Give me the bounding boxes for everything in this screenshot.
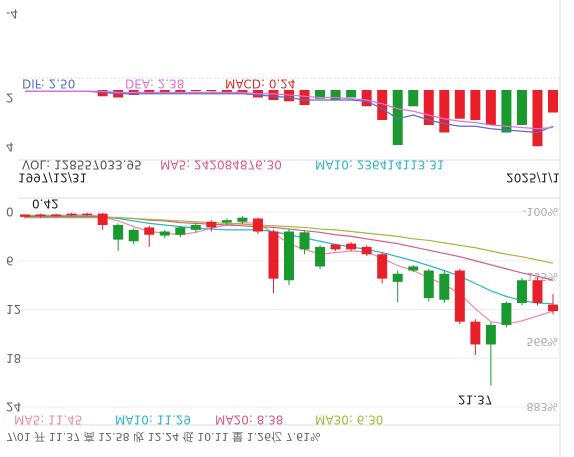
ma20-label: MA20: 8.38 [215, 413, 283, 427]
candle-body [82, 213, 93, 216]
candle-body [128, 229, 139, 242]
candle-body [377, 254, 388, 279]
candle-body [439, 273, 450, 300]
ma30-label: MA30: 6.30 [315, 413, 383, 427]
macd-tick-label: 4 [6, 140, 14, 154]
y-tick-label: 18 [6, 351, 21, 365]
candle-body [532, 280, 543, 303]
candle-body [470, 321, 481, 345]
date-start: 1997/12/31 [18, 171, 87, 185]
macd-bar [144, 90, 155, 94]
candle-body [284, 231, 294, 281]
candle-body [361, 246, 372, 255]
candle-body [346, 243, 357, 250]
candle-body [408, 266, 419, 271]
macd-bar [97, 90, 108, 97]
candle-body [35, 214, 46, 217]
candle-body [175, 227, 186, 235]
ma5-label: MA5: 11.45 [14, 413, 82, 427]
macd-bar [299, 90, 310, 105]
candle-body [268, 231, 279, 279]
high-label: 0.42 [32, 197, 59, 211]
macd-bar [516, 90, 527, 125]
candle-body [423, 270, 434, 299]
candle-body [66, 213, 77, 216]
macd-bar [346, 90, 357, 98]
candle-body [315, 246, 326, 267]
macd-line [25, 90, 554, 130]
candle-body [221, 220, 232, 223]
candle-body [190, 225, 201, 230]
right-tick-label: 566% [527, 335, 558, 348]
macd-bar [501, 90, 512, 133]
macd-bar [439, 90, 450, 133]
macd-bar [206, 90, 217, 92]
macd-bar [470, 90, 481, 120]
macd-bar [377, 90, 388, 120]
candle-body [392, 273, 403, 282]
candle-body [485, 324, 496, 345]
macd-tick-label: 2 [6, 91, 14, 105]
low-label: 21.37 [458, 393, 492, 407]
macd-bar [485, 90, 496, 125]
candle-body [113, 225, 124, 240]
date-end: 2025/1/1 [506, 171, 560, 185]
macd-bar [175, 90, 186, 93]
candle-body [548, 304, 558, 312]
macd-bar [284, 90, 294, 102]
macd-bar [392, 90, 403, 145]
y-tick-label: 0 [6, 205, 14, 219]
macd-bar [159, 90, 170, 93]
candle-body [516, 280, 527, 303]
vol-ma5-label: MA5: 242084876.30 [160, 158, 282, 172]
candle-body [252, 218, 263, 232]
candle-body [206, 221, 217, 228]
candle-body [501, 303, 512, 325]
dea-label: DEA: 2.38 [125, 77, 184, 91]
candle-body [159, 231, 170, 236]
right-tick-label: 883% [527, 400, 558, 413]
dif-label: DIF: 2.50 [22, 77, 75, 91]
macd-bar [190, 90, 201, 92]
vol-ma10-label: MA10: 236414113.31 [315, 158, 445, 172]
info-line: 7/01 开 11.37 高 12.58 收 12.24 低 10.11 量 1… [6, 430, 321, 444]
candle-body [237, 217, 248, 222]
right-tick-label: -100% [523, 205, 558, 218]
macd-bar [548, 90, 558, 113]
candle-body [454, 270, 465, 322]
macd-line [25, 90, 554, 134]
ma-line [25, 217, 554, 264]
macd-bar [454, 90, 465, 119]
macd-bar [221, 90, 232, 93]
y-tick-label: 12 [6, 302, 21, 316]
macd-bar [423, 90, 434, 125]
macd-bar [237, 90, 248, 93]
vol-label: VOL: 128557033.95 [22, 158, 142, 172]
y-tick-label: 24 [6, 400, 21, 414]
macd-bar [532, 90, 543, 147]
candle-body [20, 214, 30, 217]
macd-bar [361, 90, 372, 107]
macd-bar [268, 90, 279, 100]
candle-body [144, 227, 155, 235]
candle-body [330, 244, 341, 250]
macd-bar [330, 90, 341, 100]
macd-label: MACD: 0.24 [225, 77, 296, 91]
candle-body [51, 214, 62, 217]
macd-bar [315, 90, 326, 99]
macd-bar [408, 90, 419, 107]
candle-body [97, 213, 108, 225]
candle-body [299, 232, 310, 250]
ma10-label: MA10: 11.29 [115, 413, 191, 427]
y-tick-label: 6 [6, 253, 14, 267]
macd-tick-label: -4 [6, 7, 18, 21]
